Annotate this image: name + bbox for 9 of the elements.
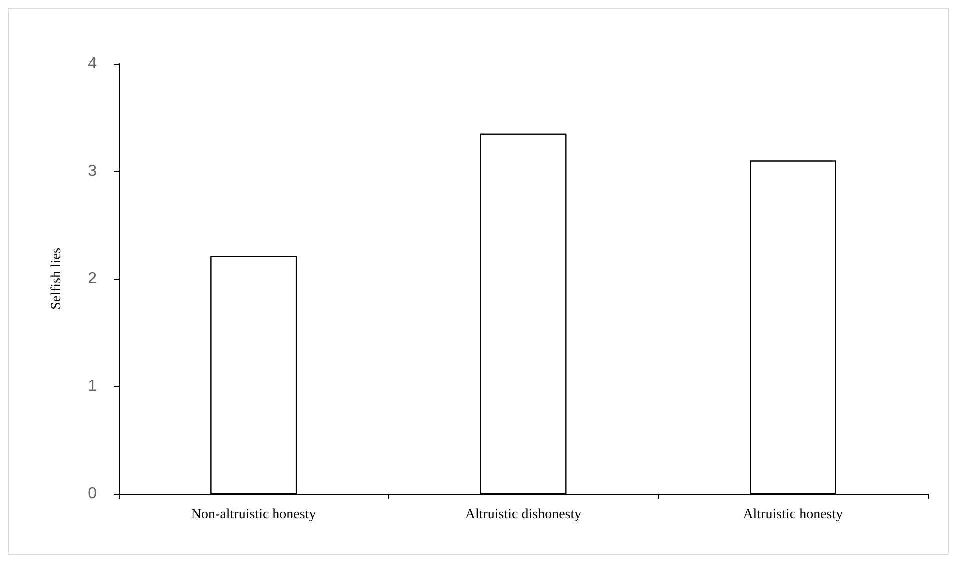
y-tick-label: 2 <box>88 270 98 288</box>
y-tick-label: 4 <box>88 56 98 72</box>
x-tick-label: Altruistic dishonesty <box>465 508 582 522</box>
x-tick-label: Non-altruistic honesty <box>191 508 316 522</box>
y-tick-label: 0 <box>88 486 98 502</box>
x-tick-label: Altruistic honesty <box>743 508 844 522</box>
y-tick-label: 3 <box>88 163 98 180</box>
y-tick-label: 1 <box>88 378 98 395</box>
y-axis-title: Selfish lies <box>50 248 64 310</box>
